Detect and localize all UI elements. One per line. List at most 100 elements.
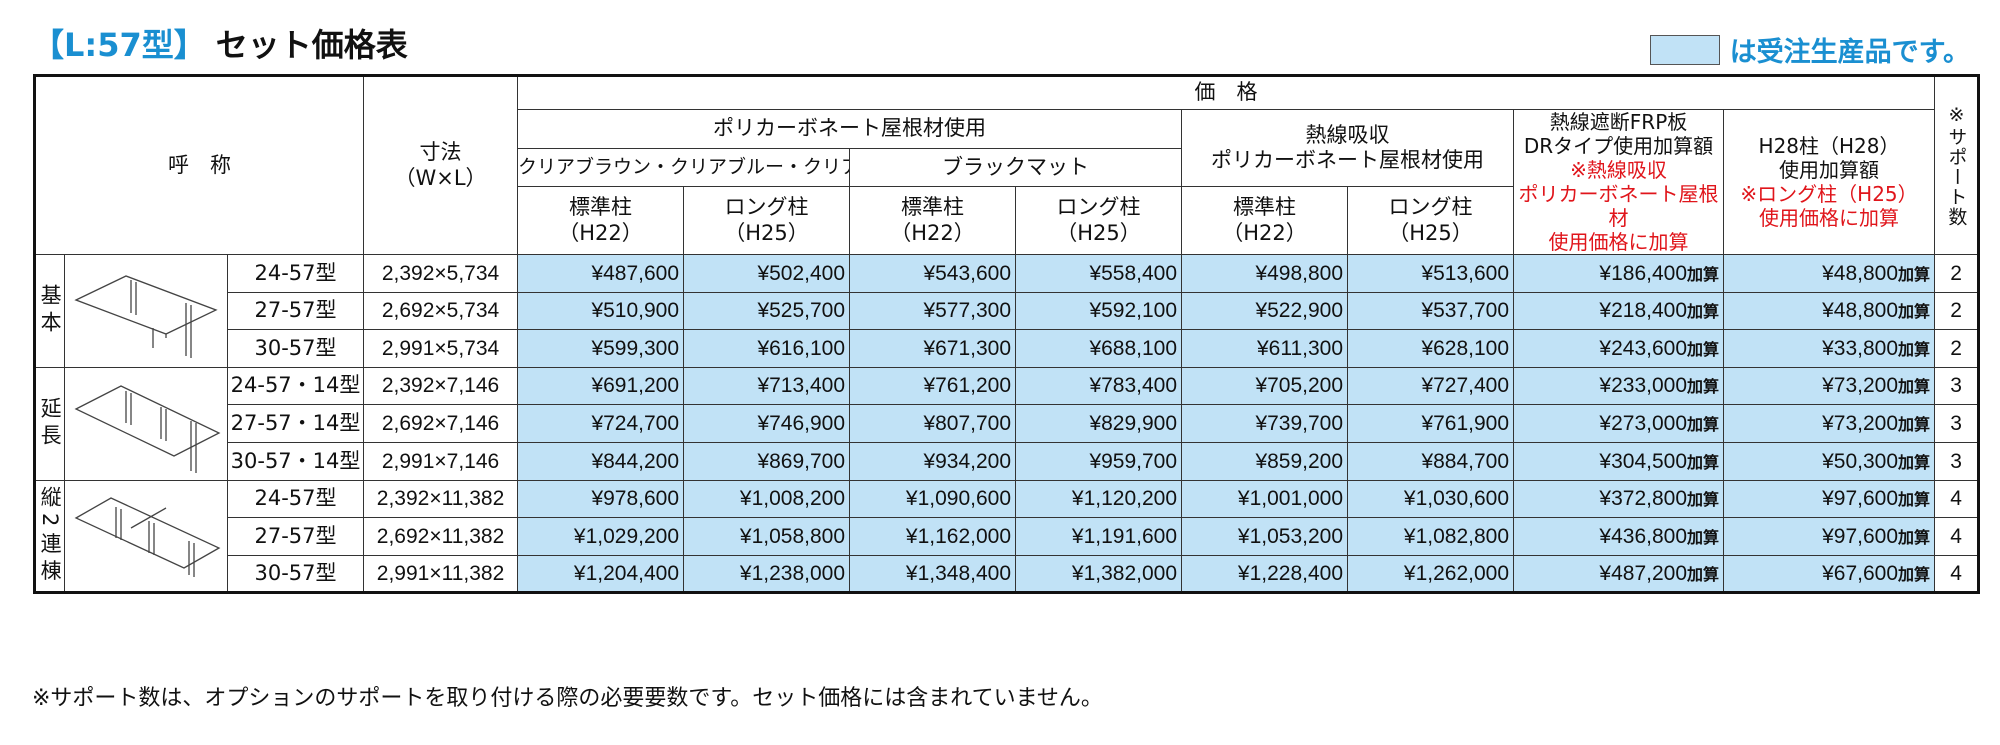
add-price-value: ¥73,200	[1822, 412, 1899, 436]
header-black-matte: ブラックマット	[849, 147, 1183, 188]
add-price-value: ¥243,600	[1599, 336, 1688, 360]
add-suffix: 加算	[1898, 341, 1931, 359]
price-value: ¥502,400	[683, 254, 851, 293]
header-standard-post: 標準柱 （H22）	[517, 186, 685, 255]
h28-add-price: ¥73,200加算	[1723, 366, 1936, 406]
add-suffix: 加算	[1687, 304, 1720, 322]
header-frp-line2: DRタイプ使用加算額	[1523, 134, 1714, 158]
price-value: ¥1,238,000	[683, 554, 851, 594]
support-count: 3	[1934, 441, 1980, 481]
table-row: 30-57型 2,991×11,382 ¥1,204,400 ¥1,238,000 ¥1…	[35, 554, 1980, 594]
add-suffix: 加算	[1898, 566, 1931, 584]
h28-add-price: ¥97,600加算	[1723, 517, 1936, 556]
table-row: 27-57・14型 2,692×7,146 ¥724,700 ¥746,900 ¥807…	[35, 404, 1980, 443]
dimensions: 2,692×7,146	[363, 404, 519, 443]
price-value: ¥1,008,200	[683, 479, 851, 519]
header-price-label: 価 格	[1194, 80, 1258, 105]
model-name: 30-57型	[226, 329, 365, 368]
header-heat: 熱線吸収 ポリカーボネート屋根材使用	[1181, 108, 1515, 188]
header-price: 価 格	[517, 75, 1936, 110]
model-name: 27-57・14型	[226, 404, 365, 443]
group-label-text: 縦2連棟	[38, 485, 63, 587]
post-type-label: 標準柱	[901, 195, 965, 220]
table-row: 30-57型 2,991×5,734 ¥599,300 ¥616,100 ¥671,30…	[35, 329, 1980, 368]
frp-add-price: ¥436,800加算	[1513, 517, 1725, 556]
add-price-value: ¥48,800	[1822, 261, 1899, 285]
price-rows: 基本 24-57型 2,392×5,734 ¥487,600 ¥502,400 ¥543,…	[34, 254, 1980, 594]
price-value: ¥884,700	[1347, 441, 1515, 481]
header-frp-line1: 熱線遮断FRP板	[1549, 110, 1688, 135]
add-price-value: ¥67,600	[1822, 561, 1899, 585]
header-post-row: 標準柱 （H22） ロング柱 （H25） 標準柱 （H22） ロング柱 （H25） 標準柱 （H2…	[35, 186, 1979, 255]
group-label: 延長	[34, 366, 65, 481]
h28-add-price: ¥48,800加算	[1723, 254, 1936, 293]
add-suffix: 加算	[1898, 529, 1931, 547]
add-suffix: 加算	[1687, 492, 1720, 510]
add-suffix: 加算	[1687, 566, 1720, 584]
h28-add-price: ¥67,600加算	[1723, 554, 1936, 594]
add-suffix: 加算	[1898, 492, 1931, 510]
h28-add-price: ¥50,300加算	[1723, 441, 1936, 481]
support-count: 2	[1934, 254, 1980, 293]
model-name: 27-57型	[226, 291, 365, 331]
header-heat-line1: 熱線吸収	[1305, 122, 1390, 147]
dimensions: 2,392×11,382	[363, 479, 519, 519]
header-h28-note2: 使用価格に加算	[1759, 206, 1900, 230]
product-sketch	[64, 366, 228, 481]
price-value: ¥724,700	[517, 404, 685, 443]
post-height-label: （H25）	[1056, 220, 1141, 245]
price-value: ¥599,300	[517, 329, 685, 368]
post-height-label: （H25）	[1388, 220, 1473, 245]
product-sketch	[64, 479, 228, 594]
add-suffix: 加算	[1898, 266, 1931, 284]
price-value: ¥844,200	[517, 441, 685, 481]
add-suffix: 加算	[1687, 379, 1720, 397]
price-value: ¥1,120,200	[1015, 479, 1183, 519]
header-long-post: ロング柱 （H25）	[683, 186, 851, 255]
price-value: ¥761,200	[849, 366, 1017, 406]
add-price-value: ¥273,000	[1599, 412, 1688, 436]
price-value: ¥859,200	[1181, 441, 1349, 481]
add-price-value: ¥50,300	[1822, 449, 1899, 473]
add-price-value: ¥436,800	[1599, 524, 1688, 548]
dimensions: 2,991×7,146	[363, 441, 519, 481]
header-frp-note1: ※熱線吸収	[1570, 158, 1667, 182]
header-clear-colors: クリアブラウン・クリアブルー・クリアマット	[517, 147, 851, 188]
post-type-label: ロング柱	[1388, 195, 1473, 220]
header-poly: ポリカーボネート屋根材使用	[517, 109, 1183, 149]
price-value: ¥592,100	[1015, 291, 1183, 331]
header-h28-line2: 使用加算額	[1779, 158, 1880, 182]
model-code: 【L:57型】	[32, 26, 206, 64]
price-value: ¥783,400	[1015, 366, 1183, 406]
header-name-label: 呼 称	[168, 152, 232, 177]
price-value: ¥498,800	[1181, 254, 1349, 293]
product-sketch	[64, 254, 228, 368]
price-value: ¥671,300	[849, 329, 1017, 368]
price-value: ¥1,204,400	[517, 554, 685, 594]
model-name: 27-57型	[226, 517, 365, 556]
header-heat-line2: ポリカーボネート屋根材使用	[1211, 148, 1485, 173]
price-value: ¥537,700	[1347, 291, 1515, 331]
group-label: 縦2連棟	[34, 479, 65, 594]
price-value: ¥1,348,400	[849, 554, 1017, 594]
add-suffix: 加算	[1687, 454, 1720, 472]
price-value: ¥829,900	[1015, 404, 1183, 443]
carport-sketch-icon	[74, 385, 221, 474]
post-type-label: 標準柱	[1233, 195, 1297, 220]
price-value: ¥628,100	[1347, 329, 1515, 368]
add-suffix: 加算	[1687, 417, 1720, 435]
add-suffix: 加算	[1687, 529, 1720, 547]
support-count: 3	[1934, 404, 1980, 443]
price-value: ¥705,200	[1181, 366, 1349, 406]
post-type-label: ロング柱	[724, 195, 809, 220]
price-value: ¥1,029,200	[517, 517, 685, 556]
price-value: ¥1,090,600	[849, 479, 1017, 519]
price-value: ¥727,400	[1347, 366, 1515, 406]
post-height-label: （H22）	[1222, 220, 1307, 245]
table-row: 延長 24-57・14型 2,392×7,146 ¥691,200 ¥713,400 ¥7…	[34, 366, 1980, 481]
dimensions: 2,392×7,146	[363, 366, 519, 406]
header-long-post: ロング柱 （H25）	[1015, 186, 1183, 255]
header-size-label: 寸法 （W×L）	[394, 140, 487, 190]
price-value: ¥1,191,600	[1015, 517, 1183, 556]
footnote: ※サポート数は、オプションのサポートを取り付ける際の必要要数です。セット価格には…	[32, 686, 1103, 711]
